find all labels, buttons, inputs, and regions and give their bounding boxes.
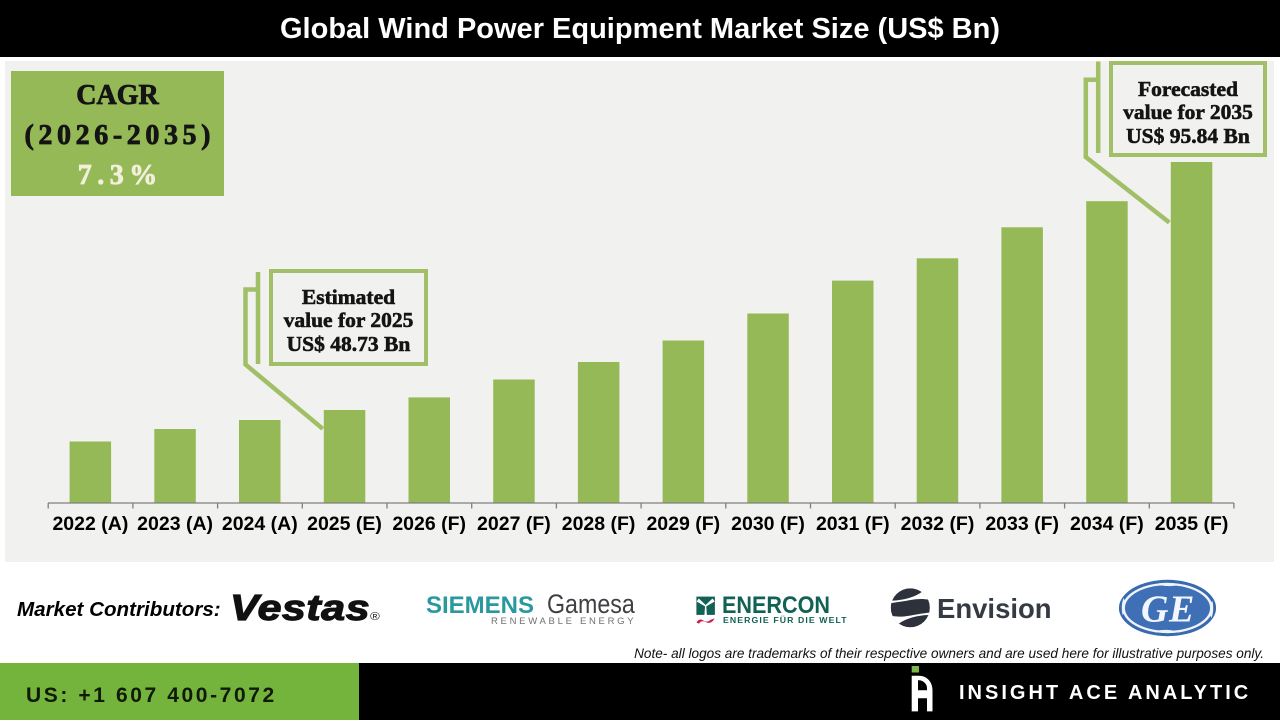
svg-text:E: E bbox=[1168, 589, 1194, 631]
svg-text:G: G bbox=[1141, 589, 1169, 631]
